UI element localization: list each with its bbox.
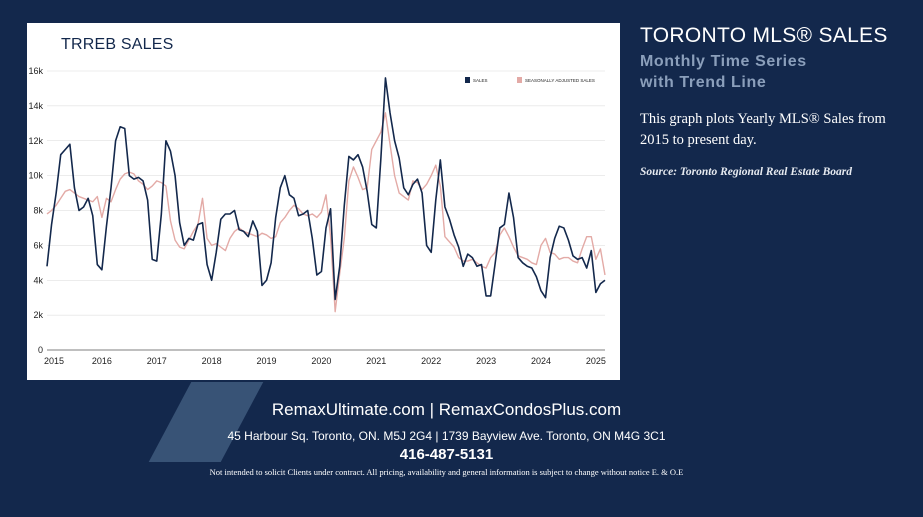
seasonally-adjusted-series-line [46,112,606,313]
footer-websites[interactable]: RemaxUltimate.com | RemaxCondosPlus.com [271,400,622,419]
info-description: This graph plots Yearly MLS® Sales from … [640,111,886,148]
chart-title: TRREB SALES [61,36,174,53]
footer-addresses: 45 Harbour Sq. Toronto, ON. M5J 2G4 | 17… [227,429,666,443]
line-chart: 0 2k 4k 6k 8k 10k 12k 14k 16k 2015 2016 2017 2018 201… [28,66,606,366]
x-tick-label: 2017 [147,356,167,366]
x-tick-label: 2025 [586,356,606,366]
x-tick-label: 2015 [44,356,64,366]
x-tick-label: 2016 [92,356,112,366]
legend-swatch-sales [465,77,470,83]
info-subtitle-line1: Monthly Time Series [640,53,807,70]
y-tick-label: 0 [38,345,43,355]
chart-panel: 0 2k 4k 6k 8k 10k 12k 14k 16k 2015 2016 2017 2018 201… [27,23,620,380]
x-tick-label: 2022 [421,356,441,366]
info-panel: TORONTO MLS® SALES Monthly Time Series w… [640,24,915,178]
y-tick-label: 6k [33,240,43,250]
y-tick-label: 14k [28,101,43,111]
info-subtitle-line2: with Trend Line [640,74,767,91]
legend-label-sales: SALES [473,78,488,83]
y-tick-label: 12k [28,136,43,146]
y-tick-label: 4k [33,275,43,285]
footer-phone[interactable]: 416-487-5131 [399,446,494,463]
x-tick-label: 2020 [311,356,331,366]
info-title: TORONTO MLS® SALES [640,24,888,47]
x-tick-label: 2018 [202,356,222,366]
legend-swatch-seasonally-adjusted [517,77,522,83]
x-tick-label: 2023 [476,356,496,366]
x-tick-label: 2024 [531,356,551,366]
sales-series-line [46,77,606,301]
y-tick-label: 10k [28,171,43,181]
legend-label-seasonally-adjusted: SEASONALLY ADJUSTED SALES [525,78,595,83]
x-tick-label: 2021 [366,356,386,366]
y-tick-label: 16k [28,66,43,76]
info-source: Source: Toronto Regional Real Estate Boa… [640,166,853,178]
footer-disclaimer: Not intended to solicit Clients under co… [209,467,684,477]
y-tick-label: 2k [33,310,43,320]
x-tick-label: 2019 [257,356,277,366]
y-tick-label: 8k [33,206,43,216]
